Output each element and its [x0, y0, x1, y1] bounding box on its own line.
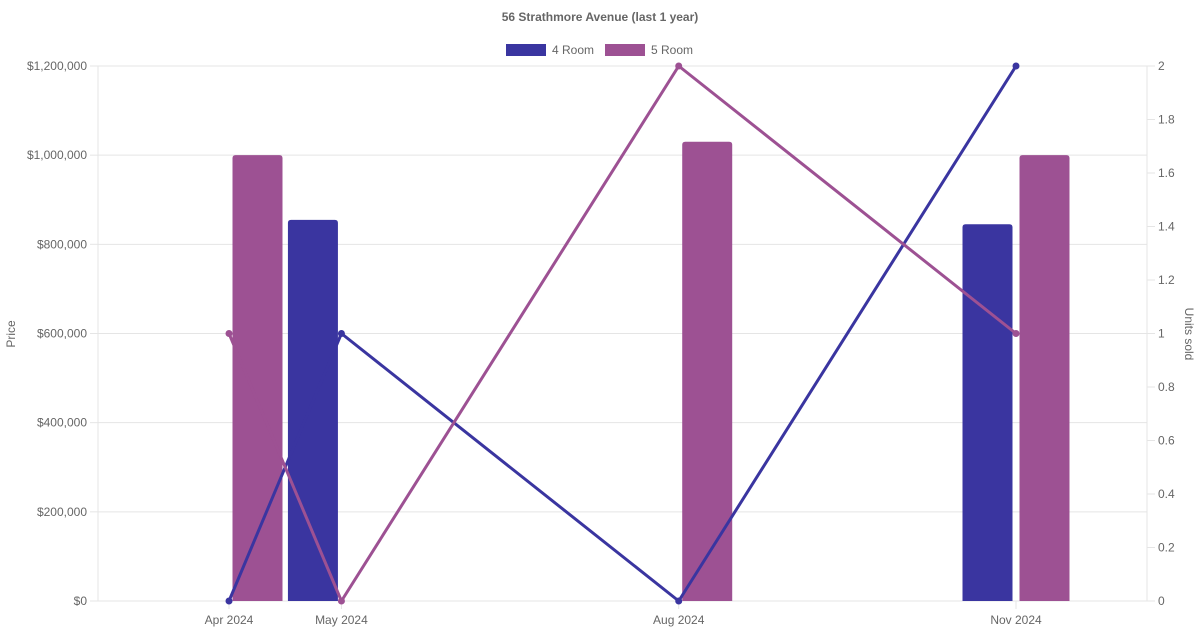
x-tick-label: Aug 2024: [653, 613, 705, 627]
point-5-room[interactable]: [675, 62, 683, 70]
chart-title: 56 Strathmore Avenue (last 1 year): [502, 10, 699, 24]
y-axis-left-title: Price: [4, 320, 18, 348]
point-5-room[interactable]: [1012, 330, 1020, 337]
point-5-room[interactable]: [337, 597, 345, 605]
x-tick-label: Nov 2024: [990, 613, 1042, 627]
point-4-room[interactable]: [337, 330, 345, 337]
y-left-tick-label: $400,000: [37, 416, 87, 430]
y-right-tick-label: 1.6: [1158, 166, 1175, 180]
y-right-tick-label: 1.4: [1158, 220, 1175, 234]
legend-swatch-5-room[interactable]: [605, 44, 645, 56]
legend-label-5-room[interactable]: 5 Room: [651, 43, 693, 57]
y-right-tick-label: 0.2: [1158, 541, 1175, 555]
legend: 4 Room 5 Room: [506, 43, 693, 57]
y-right-tick-label: 0.4: [1158, 487, 1175, 501]
point-5-room[interactable]: [225, 330, 233, 337]
y-left-tick-label: $1,000,000: [27, 148, 87, 162]
y-left-tick-label: $800,000: [37, 237, 87, 251]
line-5-room: [227, 64, 1017, 603]
bar-5-room[interactable]: [1019, 155, 1070, 601]
x-tick-label: May 2024: [315, 613, 368, 627]
point-4-room[interactable]: [225, 597, 233, 605]
y-right-tick-label: 1.8: [1158, 113, 1175, 127]
x-tick-label: Apr 2024: [205, 613, 254, 627]
point-4-room[interactable]: [675, 597, 683, 605]
y-left-tick-label: $600,000: [37, 327, 87, 341]
point-4-room[interactable]: [1012, 62, 1020, 70]
y-right-tick-label: 0: [1158, 594, 1165, 608]
bar-5-room[interactable]: [682, 141, 733, 601]
legend-label-4-room[interactable]: 4 Room: [552, 43, 594, 57]
bar-4-room[interactable]: [962, 224, 1013, 602]
y-right-tick-label: 2: [1158, 59, 1165, 73]
bars: [232, 141, 1070, 602]
y-axis-right-title: Units sold: [1182, 308, 1196, 361]
y-left-tick-label: $200,000: [37, 505, 87, 519]
lines: [225, 62, 1020, 605]
y-left-tick-label: $0: [74, 594, 88, 608]
y-right-tick-label: 1: [1158, 327, 1165, 341]
axes: $0 $200,000 $400,000 $600,000 $800,000 $1,000…: [27, 59, 1175, 627]
bar-5-room[interactable]: [232, 155, 283, 601]
y-right-tick-label: 0.8: [1158, 380, 1175, 394]
bar-4-room[interactable]: [287, 219, 338, 601]
y-left-tick-label: $1,200,000: [27, 59, 87, 73]
y-right-tick-label: 1.2: [1158, 273, 1175, 287]
legend-swatch-4-room[interactable]: [506, 44, 546, 56]
y-right-tick-label: 0.6: [1158, 434, 1175, 448]
